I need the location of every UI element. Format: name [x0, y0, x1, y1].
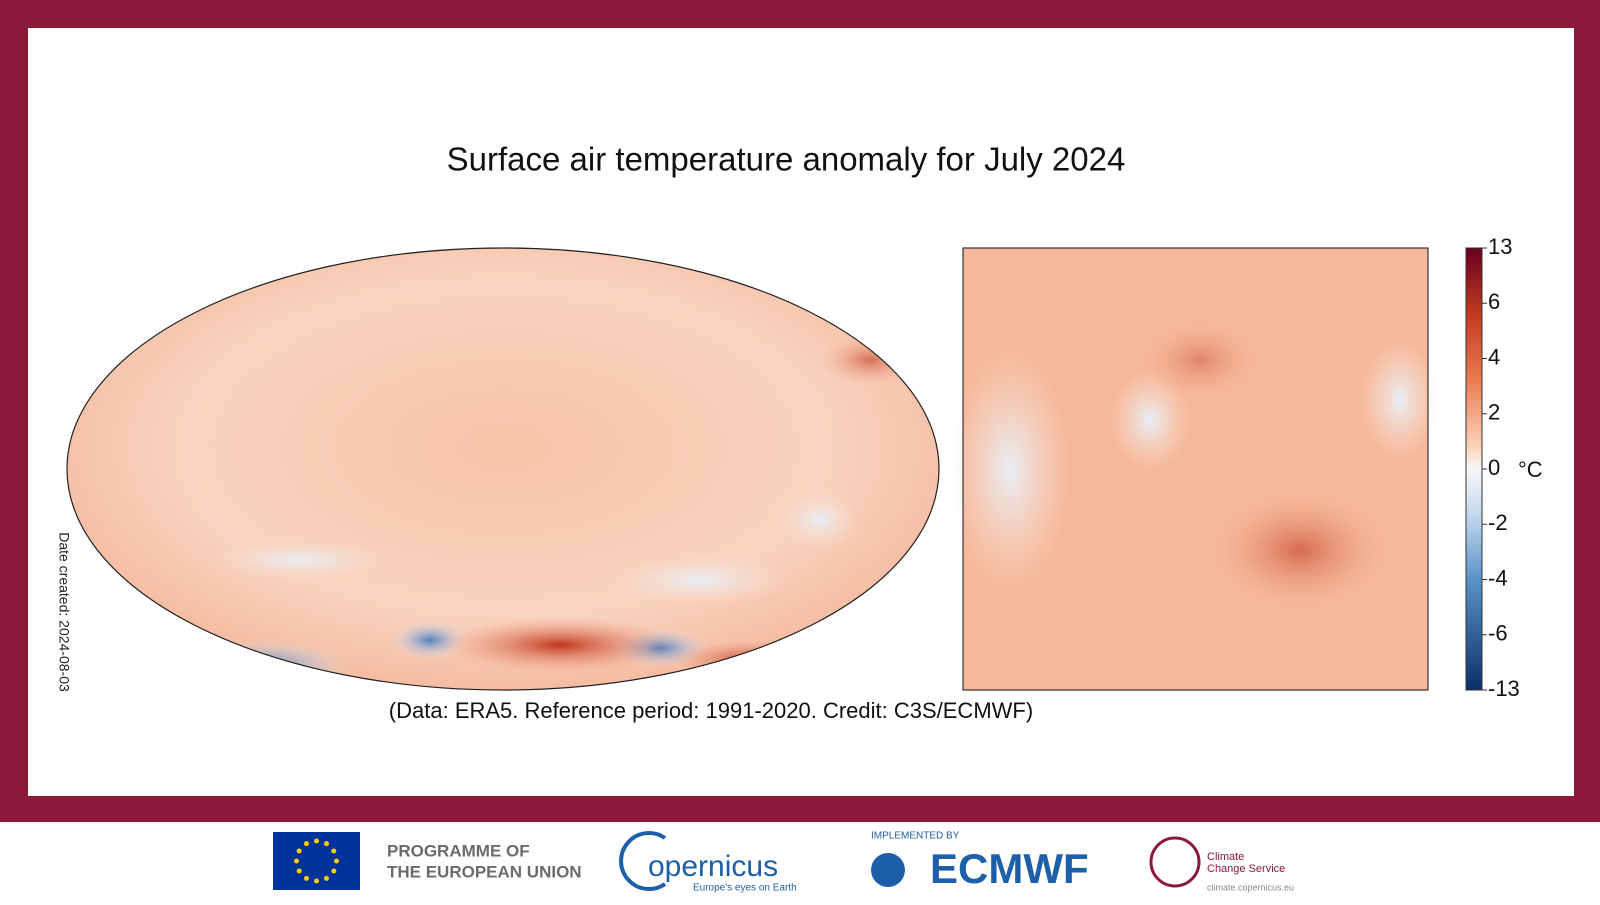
- ecmwf-logo: ECMWF: [930, 845, 1089, 892]
- eu-stars: [294, 838, 339, 884]
- eu-text: THE EUROPEAN UNION: [387, 862, 582, 881]
- colorbar: [1465, 247, 1483, 691]
- eu-star: [294, 858, 299, 864]
- caption: (Data: ERA5. Reference period: 1991-2020…: [389, 698, 1033, 723]
- copernicus-logo: opernicus: [648, 850, 778, 883]
- colorbar-tick-label: 6: [1488, 289, 1500, 314]
- copernicus-arc: [619, 831, 667, 891]
- eu-star: [324, 841, 329, 847]
- eu-text: PROGRAMME OF: [387, 841, 530, 860]
- c3s-url: climate.copernicus.eu: [1207, 882, 1294, 892]
- eu-star: [304, 841, 309, 847]
- colorbar-tick-label: -13: [1488, 676, 1520, 701]
- c3s-text: Climate: [1207, 851, 1244, 863]
- c3s-icon: [1149, 836, 1201, 888]
- eu-star: [314, 838, 319, 844]
- footer: [0, 822, 1600, 900]
- colorbar-ticks: 13 6 4 2 0 -2 -4 -6 -13: [1482, 234, 1520, 701]
- eu-star: [324, 875, 329, 881]
- colorbar-tick-label: 13: [1488, 234, 1512, 259]
- colorbar-tick-label: -4: [1488, 565, 1508, 590]
- colorbar-tick-label: 4: [1488, 344, 1500, 369]
- implemented-by: IMPLEMENTED BY: [871, 831, 960, 842]
- eu-star: [296, 848, 302, 854]
- eu-star: [296, 868, 302, 874]
- colorbar-tick-label: -6: [1488, 621, 1508, 646]
- ecmwf-icon: [871, 853, 905, 887]
- eu-star: [331, 848, 337, 854]
- eu-star: [314, 878, 319, 884]
- colorbar-tick-label: 0: [1488, 455, 1500, 480]
- title: Surface air temperature anomaly for July…: [447, 141, 1126, 178]
- c3s-text: Change Service: [1207, 863, 1285, 875]
- eu-star: [304, 875, 309, 881]
- eu-star: [331, 868, 337, 874]
- colorbar-unit: °C: [1518, 457, 1543, 482]
- world-outline: [66, 247, 940, 691]
- eu-star: [334, 858, 339, 864]
- date-created: Date created: 2024-08-03: [56, 532, 72, 692]
- europe-map: [950, 247, 1440, 691]
- colorbar-tick-label: -2: [1488, 510, 1508, 535]
- copernicus-tagline: Europe's eyes on Earth: [693, 883, 797, 894]
- colorbar-tick-label: 2: [1488, 400, 1500, 425]
